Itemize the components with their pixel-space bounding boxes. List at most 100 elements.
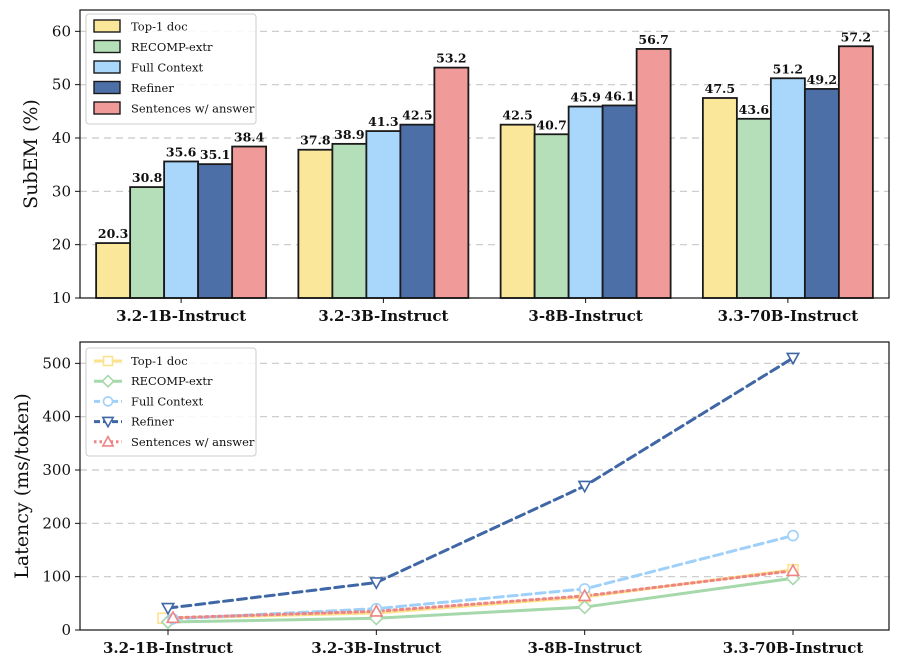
line-recomp-extr — [166, 576, 795, 624]
legend-marker-sentences-w-answer — [101, 434, 115, 447]
y-tick-label: 40 — [52, 129, 71, 147]
bar-top-1-doc — [95, 242, 132, 299]
y-tick-label: 200 — [42, 514, 71, 532]
y-tick-label: 20 — [52, 236, 71, 254]
y-axis-label: Latency (ms/token) — [11, 393, 33, 579]
bar-full-context — [163, 160, 200, 299]
point-refiner — [160, 602, 176, 616]
bar-full-context — [567, 105, 604, 299]
legend-label: RECOMP-extr — [131, 40, 213, 54]
bar-sentences-w-answer — [837, 45, 874, 299]
x-tick-label: 3.2-3B-Instruct — [318, 307, 448, 325]
legend: Top-1 doc RECOMP-extr Full Context Refiner S… — [85, 13, 257, 125]
legend-label: Refiner — [131, 81, 174, 95]
line-full-context — [171, 534, 795, 621]
bar-recomp-extr — [533, 133, 570, 299]
y-axis-label: SubEM (%) — [20, 99, 42, 209]
y-tick-label: 50 — [52, 76, 71, 94]
y-tick-label: 300 — [42, 461, 71, 479]
data-label: 37.8 — [300, 133, 331, 148]
data-label: 41.3 — [368, 114, 398, 129]
legend-label: Refiner — [131, 415, 174, 429]
bar-recomp-extr — [331, 142, 368, 299]
data-label: 30.8 — [132, 170, 163, 185]
legend-swatch-recomp-extr — [93, 39, 121, 54]
legend-swatch-sentences-w-answer — [93, 101, 121, 115]
data-label: 38.4 — [234, 130, 265, 145]
bar-full-context — [365, 130, 402, 299]
y-tick-label: 30 — [52, 182, 71, 200]
data-label: 53.2 — [436, 51, 466, 66]
x-tick-label: 3.2-3B-Instruct — [311, 639, 441, 657]
data-label: 43.6 — [739, 102, 770, 117]
bar-recomp-extr — [129, 186, 166, 299]
legend-label: Full Context — [131, 394, 203, 408]
legend-swatch-top-1-doc — [93, 19, 121, 33]
x-tick-label: 3-8B-Instruct — [528, 307, 643, 325]
point-recomp-extr — [577, 599, 593, 615]
bar-top-1-doc — [499, 123, 536, 299]
point-sentences-w-answer — [369, 603, 384, 617]
data-label: 46.1 — [604, 88, 634, 103]
legend-box — [85, 13, 257, 125]
y-tick-label: 0 — [61, 621, 71, 639]
bar-sentences-w-answer — [635, 48, 672, 299]
data-label: 47.5 — [705, 81, 735, 96]
x-tick-label: 3-8B-Instruct — [527, 639, 642, 657]
legend-box — [85, 347, 257, 457]
point-refiner — [369, 577, 384, 590]
legend-marker-refiner — [101, 416, 115, 429]
data-label: 35.6 — [166, 144, 197, 159]
y-tick-label: 500 — [42, 354, 71, 372]
bar-full-context — [769, 77, 806, 299]
legend-label: Top-1 doc — [131, 20, 188, 34]
legend-marker-top-1-doc — [102, 355, 114, 367]
point-refiner — [785, 352, 801, 366]
data-label: 45.9 — [570, 90, 600, 105]
data-label: 49.2 — [807, 72, 837, 87]
point-sentences-w-answer — [165, 610, 181, 624]
bar-top-1-doc — [297, 148, 334, 299]
latency-line-chart: 0 100 200 300 400 500 3.2-1B-Instruct 3.2-3B-In… — [11, 341, 890, 657]
point-refiner — [577, 480, 592, 494]
y-tick-label: 400 — [42, 408, 71, 426]
x-tick-label: 3.2-1B-Instruct — [103, 639, 233, 657]
point-sentences-w-answer — [577, 588, 592, 602]
legend: Top-1 doc RECOMP-extr Full Context Refiner S… — [85, 347, 257, 457]
plot-frame — [79, 9, 890, 299]
data-label: 40.7 — [536, 117, 566, 132]
legend-swatch-refiner — [93, 80, 121, 95]
data-label: 51.2 — [773, 61, 803, 76]
legend-swatch-full-context — [93, 60, 121, 74]
bar-refiner — [803, 88, 840, 299]
data-label: 42.5 — [402, 108, 432, 123]
data-label: 20.3 — [98, 226, 128, 241]
data-label: 38.9 — [334, 127, 364, 142]
bar-sentences-w-answer — [231, 145, 268, 299]
bar-refiner — [197, 163, 234, 299]
line-refiner — [166, 356, 795, 610]
y-tick-label: 100 — [42, 568, 71, 586]
legend-marker-recomp-extr — [101, 374, 115, 388]
legend-label: Top-1 doc — [131, 354, 188, 368]
data-label: 42.5 — [502, 108, 532, 123]
plot-frame — [79, 341, 890, 631]
legend-label: Sentences w/ answer — [131, 435, 255, 449]
legend-marker-full-context — [102, 396, 114, 407]
y-tick-label: 60 — [52, 22, 71, 40]
bar-refiner — [601, 104, 638, 299]
legend-label: Sentences w/ answer — [131, 102, 255, 116]
x-tick-label: 3.2-1B-Instruct — [116, 307, 246, 325]
x-tick-label: 3.3-70B-Instruct — [718, 307, 859, 325]
y-tick-label: 10 — [52, 289, 71, 307]
data-label: 35.1 — [200, 147, 230, 162]
legend-label: Full Context — [131, 61, 203, 75]
bar-sentences-w-answer — [433, 66, 470, 299]
point-full-context — [787, 529, 799, 542]
bar-recomp-extr — [735, 117, 772, 299]
data-label: 56.7 — [638, 32, 668, 47]
data-label: 57.2 — [841, 29, 871, 44]
legend-label: RECOMP-extr — [131, 374, 213, 388]
